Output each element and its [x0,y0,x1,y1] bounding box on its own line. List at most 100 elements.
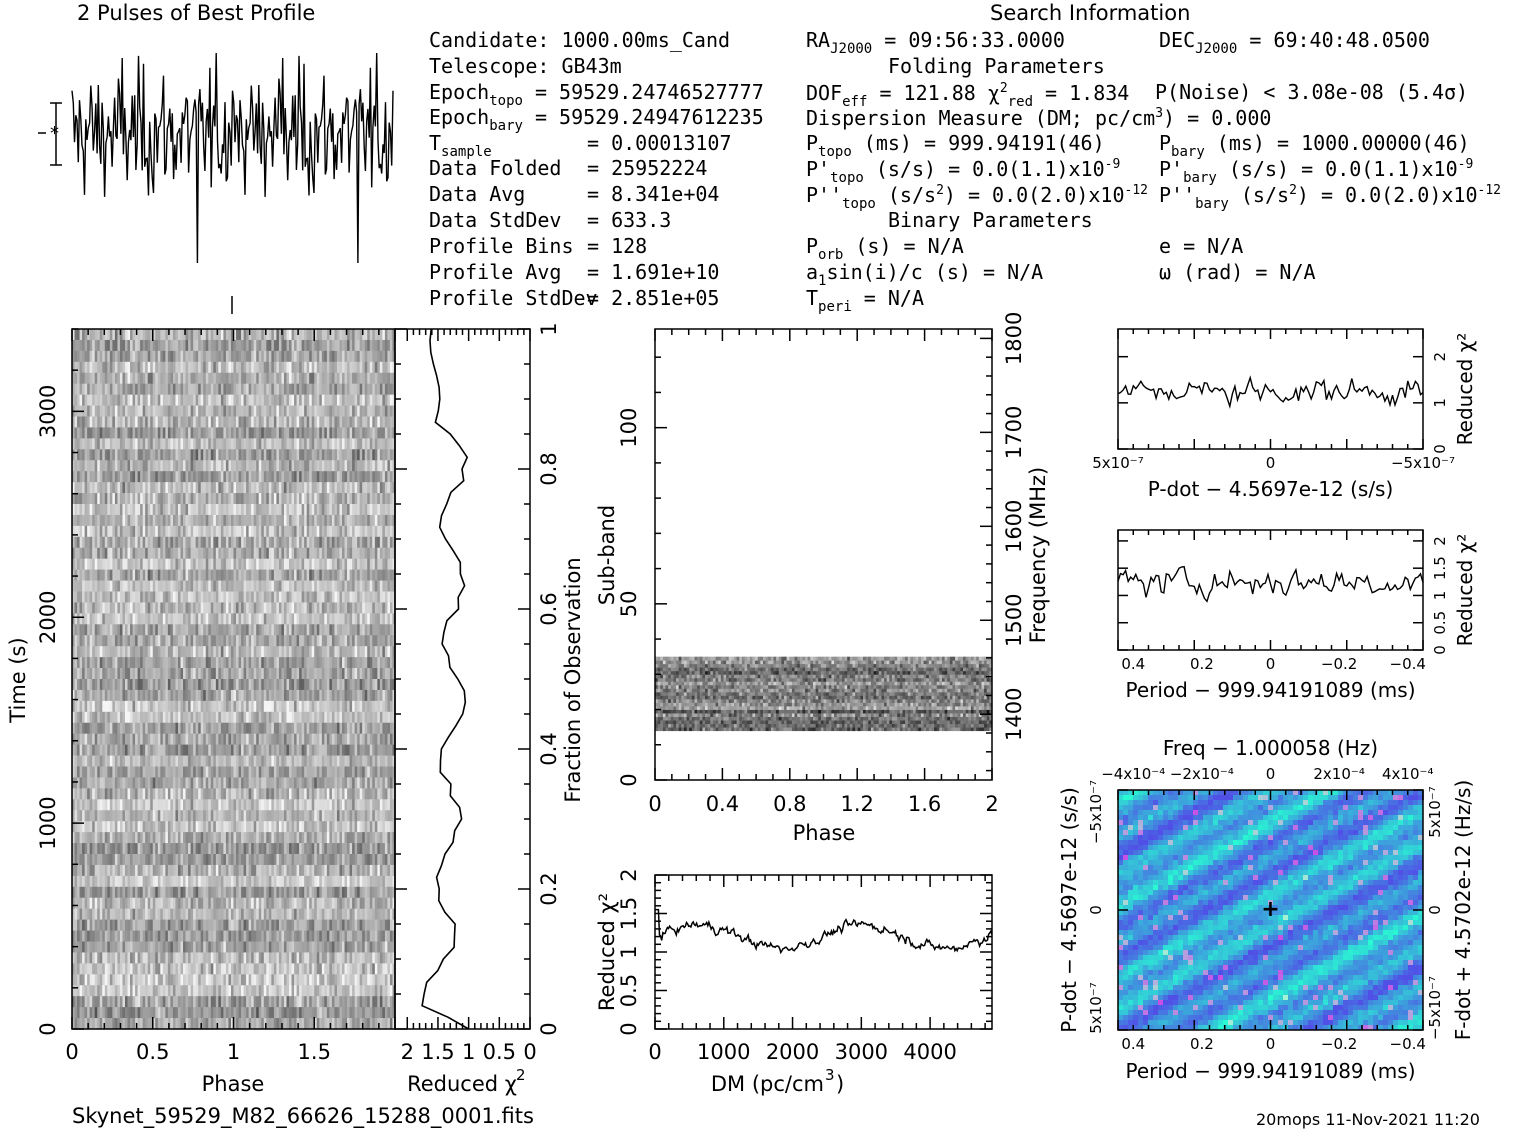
heatmap-cell [89,547,93,560]
heatmap-cell [208,427,212,439]
heatmap-cell [331,668,335,680]
heatmap-cell [193,427,197,439]
heatmap-cell [84,372,88,385]
heatmap-cell [289,536,292,549]
heatmap-cell [122,569,126,581]
heatmap-cell [309,646,313,658]
heatmap-cell [251,471,255,483]
heatmap-cell [130,460,133,472]
heatmap-cell [336,350,340,363]
heatmap-cell [142,602,146,614]
heatmap-cell [140,405,144,417]
heatmap-cell [140,580,144,592]
heatmap-cell [210,536,214,549]
heatmap-cell [273,657,277,669]
heatmap-cell [294,635,297,647]
heatmap-cell [230,329,234,341]
heatmap-cell [384,350,388,363]
heatmap-cell [79,536,83,549]
heatmap-cell [336,536,340,549]
heatmap-cell [180,679,184,691]
heatmap-cell [389,733,393,746]
heatmap-cell [152,657,156,669]
heatmap-cell [382,657,386,669]
heatmap-cell [109,711,113,724]
heatmap-cell [236,514,239,527]
heatmap-cell [342,427,345,439]
heatmap-cell [248,449,252,461]
heatmap-cell [94,482,98,494]
heatmap-cell [177,624,181,636]
heatmap-cell [162,722,166,735]
heatmap-cell [241,339,244,352]
heatmap-cell [256,657,260,669]
heatmap-cell [109,700,113,713]
heatmap-cell [175,733,179,746]
heatmap-cell [339,536,343,549]
heatmap-cell [321,700,325,713]
heatmap-cell [243,383,247,396]
heatmap-cell [369,438,373,450]
heatmap-cell [79,700,83,713]
heatmap-cell [336,711,340,724]
heatmap-cell [314,329,318,341]
heatmap-cell [384,569,388,581]
heatmap-cell [72,635,75,647]
heatmap-cell [92,657,96,669]
heatmap-cell [94,602,98,614]
heatmap-cell [374,722,378,735]
heatmap-cell [74,547,78,560]
heatmap-cell [359,350,363,363]
heatmap-cell [344,493,348,505]
heatmap-cell [362,547,366,560]
heatmap-cell [281,427,285,439]
heatmap-cell [334,329,338,341]
heatmap-cell [251,383,255,396]
heatmap-cell [188,394,191,406]
heatmap-cell [296,700,300,713]
heatmap-cell [89,711,93,724]
heatmap-cell [276,493,280,505]
heatmap-cell [89,602,93,614]
heatmap-cell [364,547,368,560]
heatmap-cell [198,361,202,374]
heatmap-cell [89,372,93,385]
heatmap-cell [261,711,265,724]
heatmap-cell [273,668,277,680]
heatmap-cell [77,416,80,428]
heatmap-cell [107,329,111,341]
heatmap-cell [155,504,159,516]
heatmap-cell [112,405,116,417]
heatmap-cell [321,547,325,560]
heatmap-cell [145,613,149,625]
heatmap-cell [331,580,335,592]
heatmap-cell [135,591,139,603]
heatmap-cell [140,525,144,538]
pddot-topo-line: P''topo (s/s2) = 0.0(2.0)x10-12 [806,183,1148,212]
heatmap-cell [145,372,149,385]
heatmap-cell [175,514,179,527]
heatmap-cell [185,536,189,549]
heatmap-cell [162,580,166,592]
heatmap-cell [152,547,156,560]
heatmap-cell [107,504,111,516]
heatmap-cell [266,569,270,581]
heatmap-cell [87,722,91,735]
heatmap-cell [243,744,247,756]
heatmap-cell [258,329,262,341]
heatmap-cell [362,471,366,483]
heatmap-cell [276,591,280,603]
heatmap-cell [127,624,131,636]
heatmap-cell [172,591,176,603]
heatmap-cell [200,580,204,592]
pdot-topo-line: P'topo (s/s) = 0.0(1.1)x10-9 [806,157,1121,186]
heatmap-cell [102,733,106,746]
heatmap-cell [74,744,78,756]
heatmap-cell [344,427,348,439]
heatmap-cell [233,493,237,505]
heatmap-cell [384,525,388,538]
heatmap-cell [314,383,318,396]
heatmap-cell [392,405,396,417]
heatmap-cell [213,471,217,483]
heatmap-cell [77,471,80,483]
